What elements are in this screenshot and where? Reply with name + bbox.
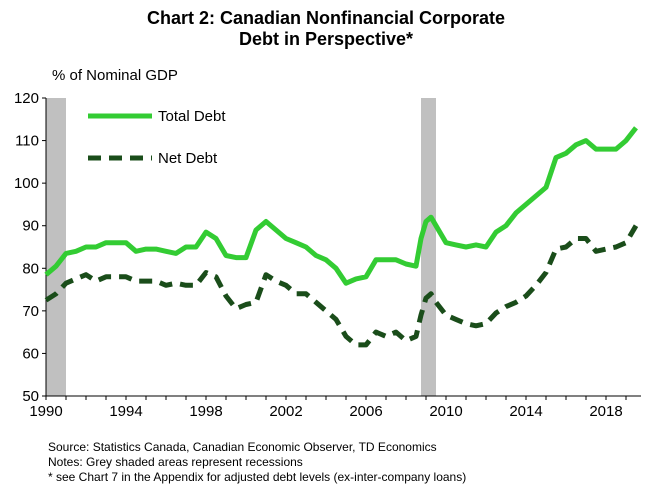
appendix-note: * see Chart 7 in the Appendix for adjust… — [48, 470, 467, 484]
recession-note: Notes: Grey shaded areas represent reces… — [48, 455, 303, 469]
x-tick-label-2002: 2002 — [269, 403, 302, 420]
source-note: Source: Statistics Canada, Canadian Econ… — [48, 440, 437, 454]
y-tick-label-100: 100 — [14, 175, 39, 192]
series-line-total-debt — [44, 126, 638, 286]
x-tick-label-2006: 2006 — [349, 403, 382, 420]
y-tick-label-50: 50 — [22, 388, 39, 405]
chart-title: Chart 2: Canadian Nonfinancial Corporate… — [0, 8, 652, 50]
y-tick-label-60: 60 — [22, 345, 39, 362]
recession-band-0 — [46, 98, 66, 396]
y-tick-label-120: 120 — [14, 90, 39, 107]
x-tick-label-2014: 2014 — [509, 403, 542, 420]
x-tick-label-2010: 2010 — [429, 403, 462, 420]
y-axis-unit-label: % of Nominal GDP — [52, 67, 178, 84]
x-tick-label-2018: 2018 — [589, 403, 622, 420]
x-tick-label-1998: 1998 — [189, 403, 222, 420]
x-tick-label-1994: 1994 — [109, 403, 142, 420]
legend-label-net-debt: Net Debt — [158, 150, 218, 167]
series-line-net-debt — [44, 224, 639, 348]
chart-title-line-1: Chart 2: Canadian Nonfinancial Corporate — [146, 8, 506, 28]
y-tick-label-70: 70 — [22, 303, 39, 320]
legend-label-total-debt: Total Debt — [158, 108, 226, 125]
recession-band-1 — [421, 98, 436, 396]
y-tick-label-110: 110 — [15, 133, 39, 150]
y-tick-label-90: 90 — [22, 218, 39, 235]
x-tick-label-1990: 1990 — [29, 403, 62, 420]
chart-notes: Source: Statistics Canada, Canadian Econ… — [48, 440, 466, 485]
chart-plot: 50 60 70 80 90 100 110 120 1990 1994 1998 2002 2006 2… — [14, 90, 641, 420]
y-tick-label-80: 80 — [22, 260, 39, 277]
chart-title-line-2: Debt in Perspective* — [238, 29, 414, 49]
